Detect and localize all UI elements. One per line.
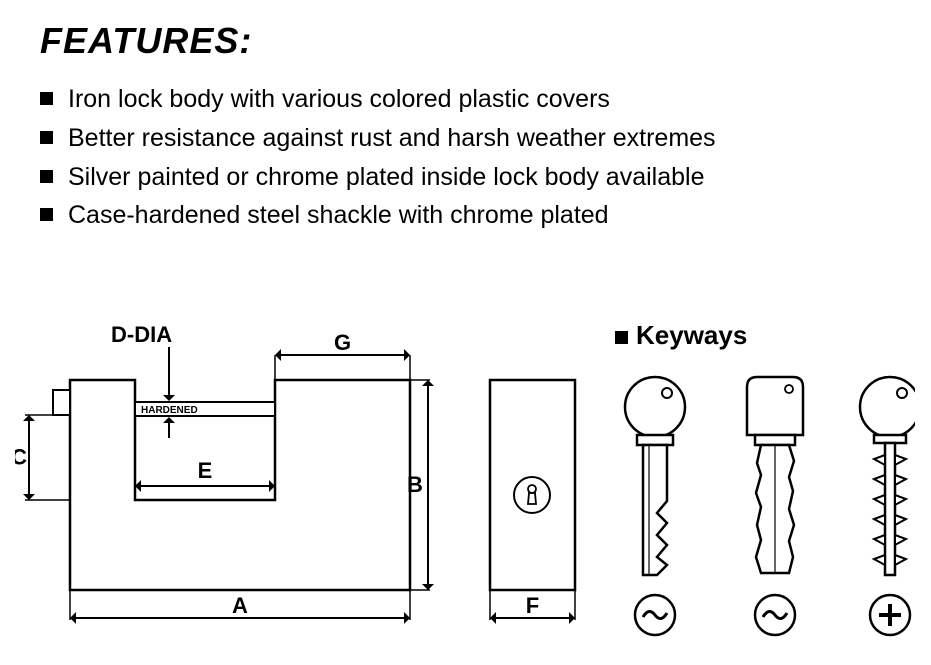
svg-text:E: E <box>198 458 213 483</box>
svg-text:HARDENED: HARDENED <box>141 405 198 416</box>
svg-text:G: G <box>334 330 351 355</box>
feature-item: Iron lock body with various colored plas… <box>40 80 891 119</box>
features-title: FEATURES: <box>40 20 891 62</box>
features-list: Iron lock body with various colored plas… <box>40 80 891 235</box>
feature-item: Better resistance against rust and harsh… <box>40 119 891 158</box>
keyways-label: Keyways <box>615 320 747 351</box>
feature-item: Case-hardened steel shackle with chrome … <box>40 196 891 235</box>
lock-diagram-svg: HARDENED E D-DIA G B A C F <box>15 320 915 650</box>
svg-text:A: A <box>232 593 248 618</box>
svg-text:D-DIA: D-DIA <box>111 322 172 347</box>
svg-text:B: B <box>407 472 423 497</box>
svg-text:F: F <box>526 593 539 618</box>
svg-text:C: C <box>15 445 27 470</box>
lock-diagram: Keyways HARDENED E D-DIA G B A C F <box>15 320 915 650</box>
bullet-icon <box>615 331 628 344</box>
feature-item: Silver painted or chrome plated inside l… <box>40 158 891 197</box>
